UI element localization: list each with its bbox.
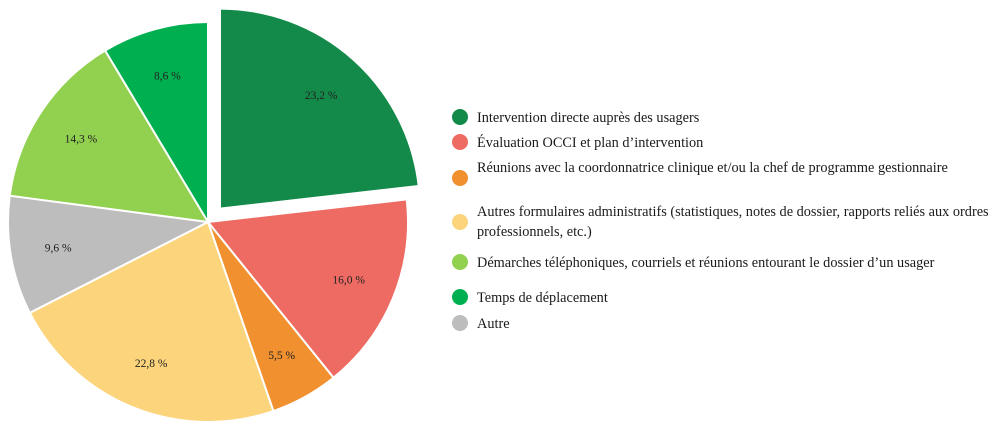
pie-slice	[7, 194, 212, 315]
legend-item: Autres formulaires administratifs (stati…	[452, 202, 1000, 242]
slice-value-label: 16,0 %	[332, 275, 365, 287]
slice-value-label: 14,3 %	[65, 134, 98, 146]
legend-swatch	[452, 254, 468, 270]
legend-swatch	[452, 289, 468, 305]
legend-swatch	[452, 170, 468, 186]
legend-label: Autres formulaires administratifs (stati…	[477, 204, 989, 240]
legend-label: Intervention directe auprès des usagers	[477, 110, 700, 126]
legend-label: Évaluation OCCI et plan d’intervention	[477, 135, 704, 151]
legend-item: Évaluation OCCI et plan d’intervention	[452, 133, 1000, 153]
pie-slice	[218, 7, 420, 210]
legend-item: Démarches téléphoniques, courriels et ré…	[452, 253, 1000, 273]
pie-slice	[28, 220, 275, 423]
pie-slice	[8, 49, 210, 224]
legend-item: Autre	[452, 314, 1000, 334]
slice-value-label: 22,8 %	[135, 358, 168, 370]
pie-chart: 23,2 % 16,0 % 5,5 % 22,8 % 9,6 % 14,3 % 8,6 %	[7, 7, 420, 423]
legend-swatch	[452, 315, 468, 331]
legend-item: Réunions avec la coordonnatrice clinique…	[452, 158, 1000, 186]
legend-item: Intervention directe auprès des usagers	[452, 108, 1000, 128]
legend-swatch	[452, 214, 468, 230]
slice-value-label: 23,2 %	[305, 90, 338, 102]
legend-swatch	[452, 109, 468, 125]
legend-label: Démarches téléphoniques, courriels et ré…	[477, 255, 935, 271]
legend-item: Temps de déplacement	[452, 288, 1000, 308]
slice-value-label: 5,5 %	[268, 350, 295, 362]
legend-label: Temps de déplacement	[477, 290, 608, 306]
pie-slice	[103, 20, 209, 226]
slice-value-label: 8,6 %	[154, 71, 181, 83]
legend-swatch	[452, 134, 468, 150]
legend-label: Réunions avec la coordonnatrice clinique…	[477, 160, 948, 176]
slice-value-label: 9,6 %	[45, 243, 72, 255]
legend-label: Autre	[477, 316, 510, 332]
pie-slice	[206, 198, 409, 380]
